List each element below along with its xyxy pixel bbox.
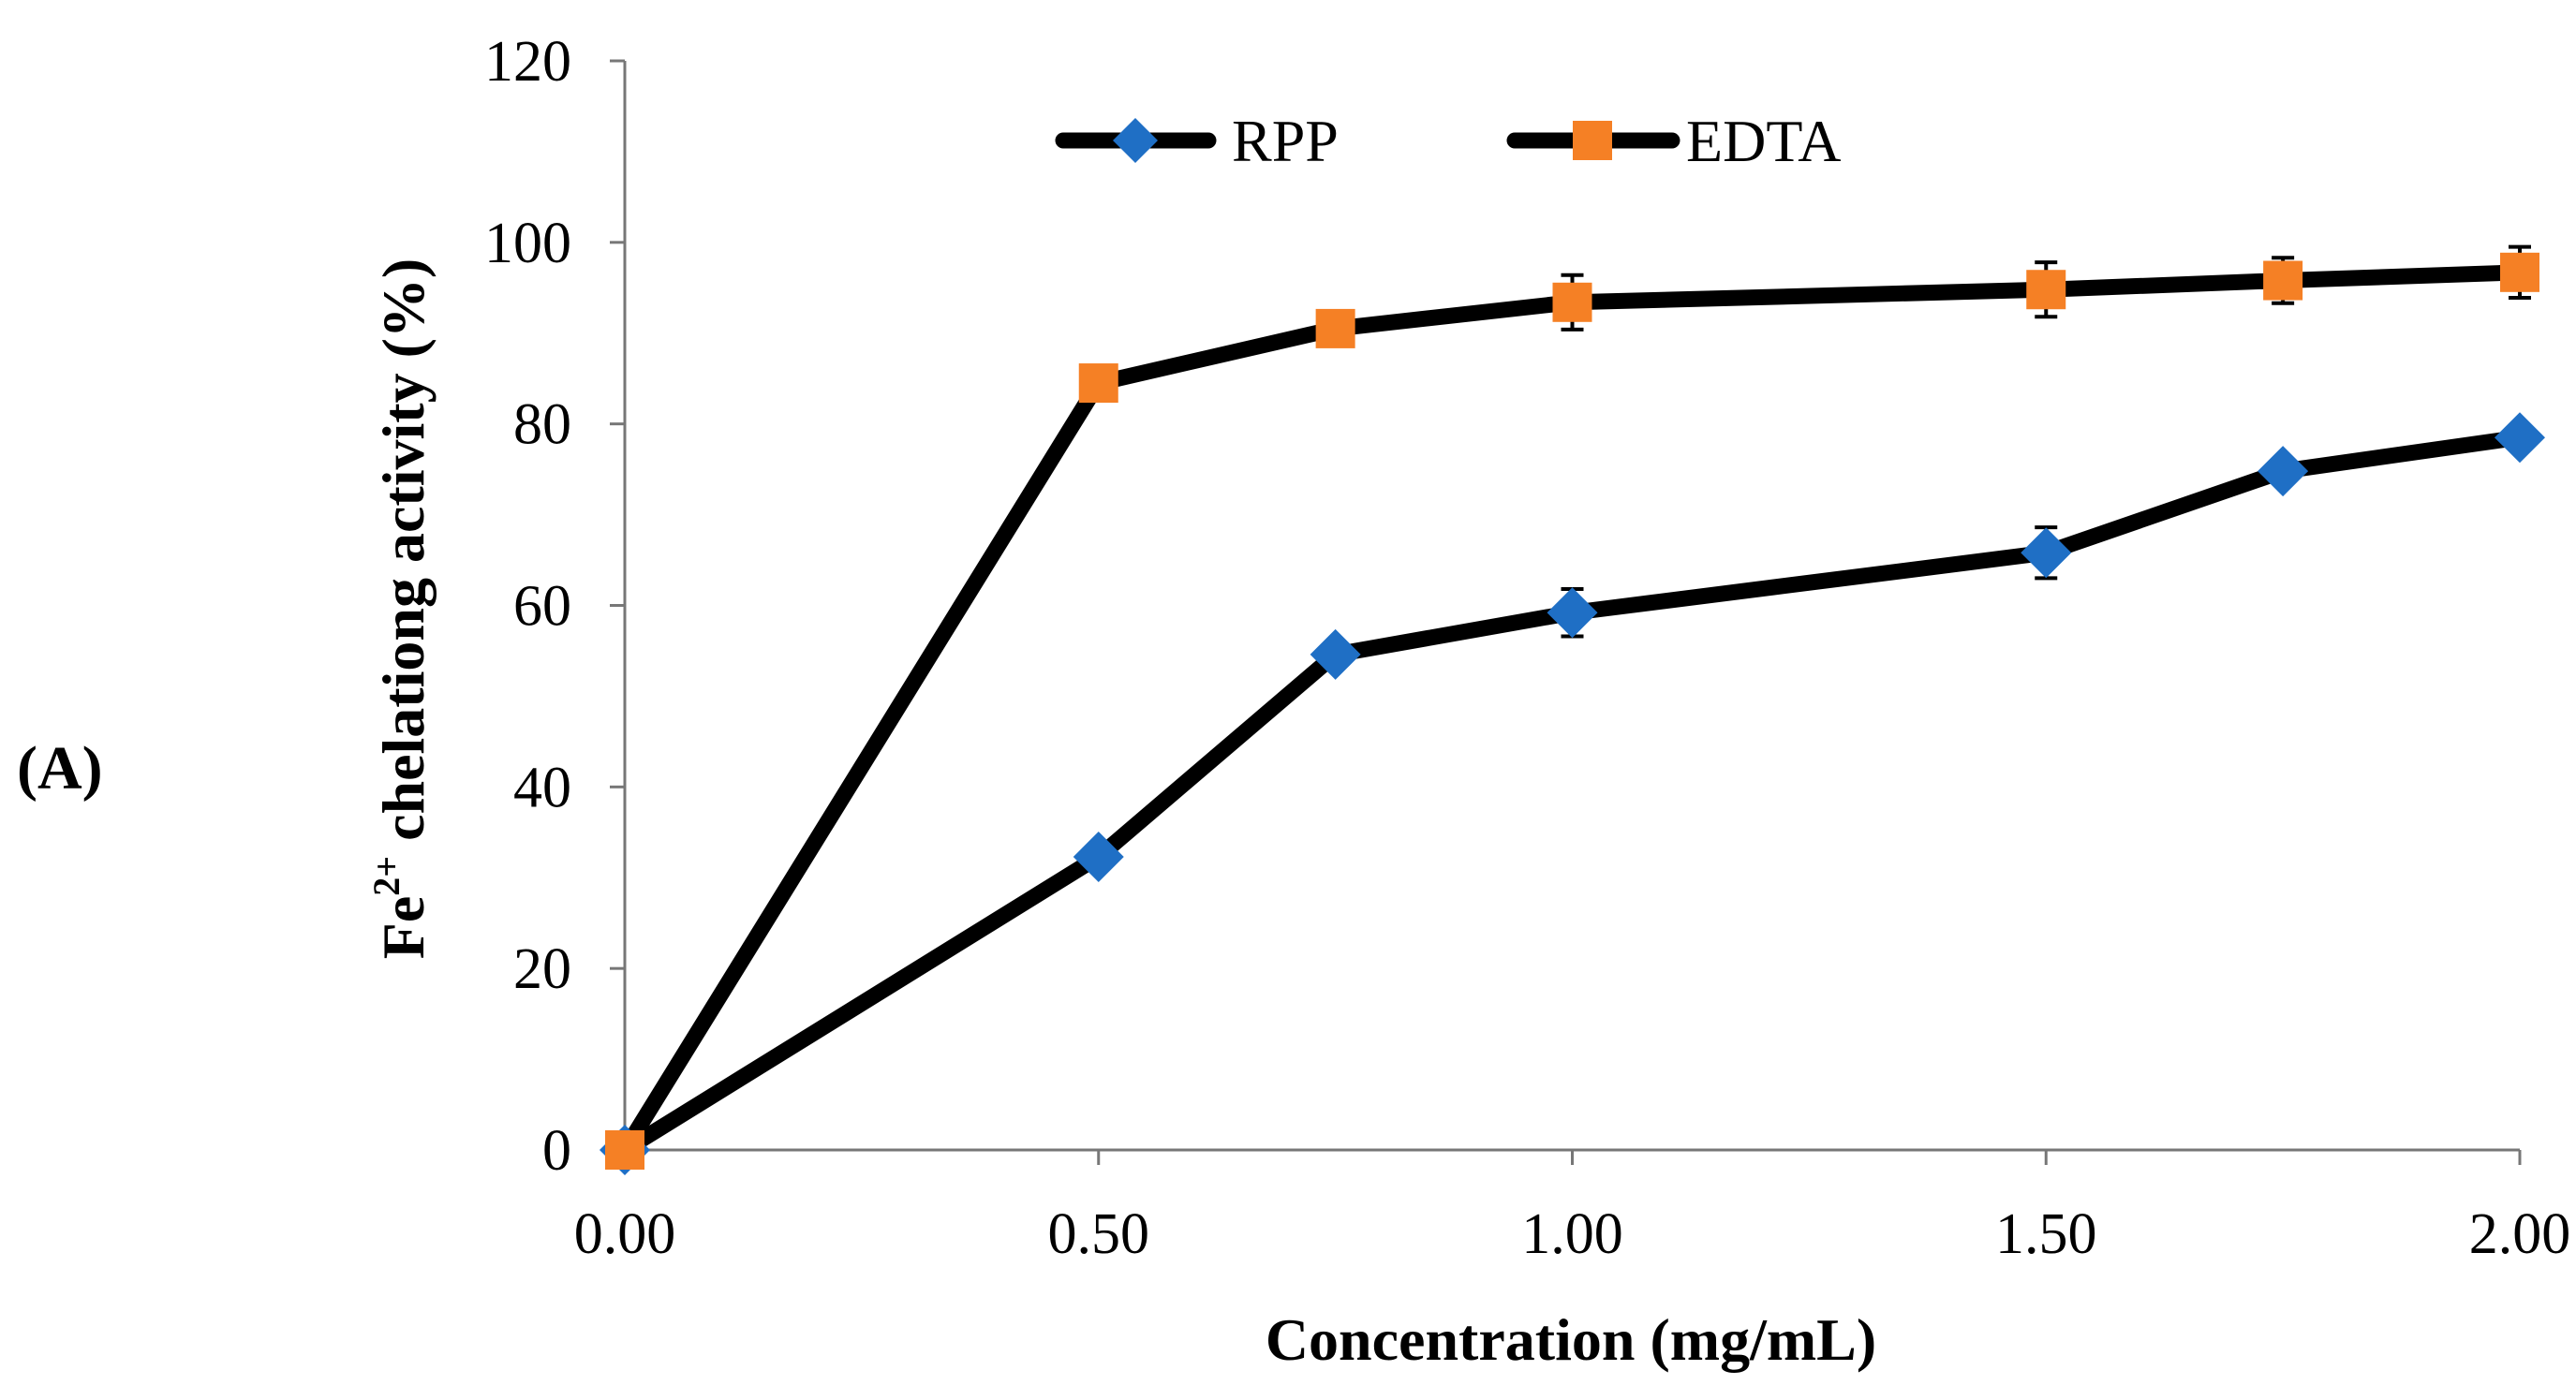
y-tick-label: 120 (484, 30, 571, 94)
y-tick-label: 80 (513, 393, 571, 457)
data-point-rpp (1310, 628, 1361, 680)
data-point-rpp (1547, 587, 1598, 639)
data-point-rpp (1073, 831, 1124, 882)
x-tick-label: 0.50 (1048, 1202, 1150, 1266)
y-axis-title-prefix: Fe (370, 896, 437, 960)
data-point-edta (2026, 270, 2066, 310)
legend-marker-rpp (1113, 118, 1158, 163)
legend-label-edta: EDTA (1686, 108, 1842, 174)
legend: RPP EDTA (1055, 108, 1842, 174)
y-tick-label: 20 (513, 937, 571, 1001)
data-point-edta (2263, 260, 2303, 301)
data-point-rpp (2258, 446, 2309, 497)
data-point-rpp (2495, 412, 2545, 464)
y-tick-label: 0 (542, 1119, 571, 1183)
series-line-rpp (616, 429, 2528, 1158)
data-point-edta (1078, 363, 1118, 404)
series-layer (600, 244, 2545, 1175)
series-line-edta (616, 264, 2528, 1158)
y-axis-title-group: Fe2+ chelationg activity (%) (365, 258, 437, 959)
data-point-rpp (2021, 527, 2072, 579)
y-axis-title-suffix: chelationg activity (%) (370, 258, 437, 856)
y-tick-label: 60 (513, 575, 571, 639)
legend-item-edta: EDTA (1506, 108, 1842, 174)
x-tick-label: 2.00 (2469, 1202, 2571, 1266)
x-tick-label: 0.00 (574, 1202, 676, 1266)
x-axis-title: Concentration (mg/mL) (1266, 1306, 1876, 1373)
legend-label-rpp: RPP (1232, 108, 1339, 174)
y-axis-title: Fe2+ chelationg activity (%) (365, 258, 437, 959)
data-point-edta (1552, 282, 1592, 322)
y-axis-title-superscript: 2+ (365, 856, 407, 896)
legend-marker-edta (1573, 121, 1612, 160)
legend-item-rpp: RPP (1055, 108, 1339, 174)
y-tick-label: 40 (513, 756, 571, 819)
data-point-edta (605, 1130, 644, 1170)
data-point-edta (1315, 308, 1355, 348)
panel-label: (A) (17, 734, 103, 803)
y-tick-label: 100 (484, 212, 571, 275)
axes: 0 20 40 60 80 100 120 0.00 0.50 1.00 1.50 2.00 (484, 30, 2570, 1266)
x-tick-label: 1.50 (1995, 1202, 2097, 1266)
data-point-edta (2500, 252, 2539, 292)
x-tick-label: 1.00 (1521, 1202, 1623, 1266)
